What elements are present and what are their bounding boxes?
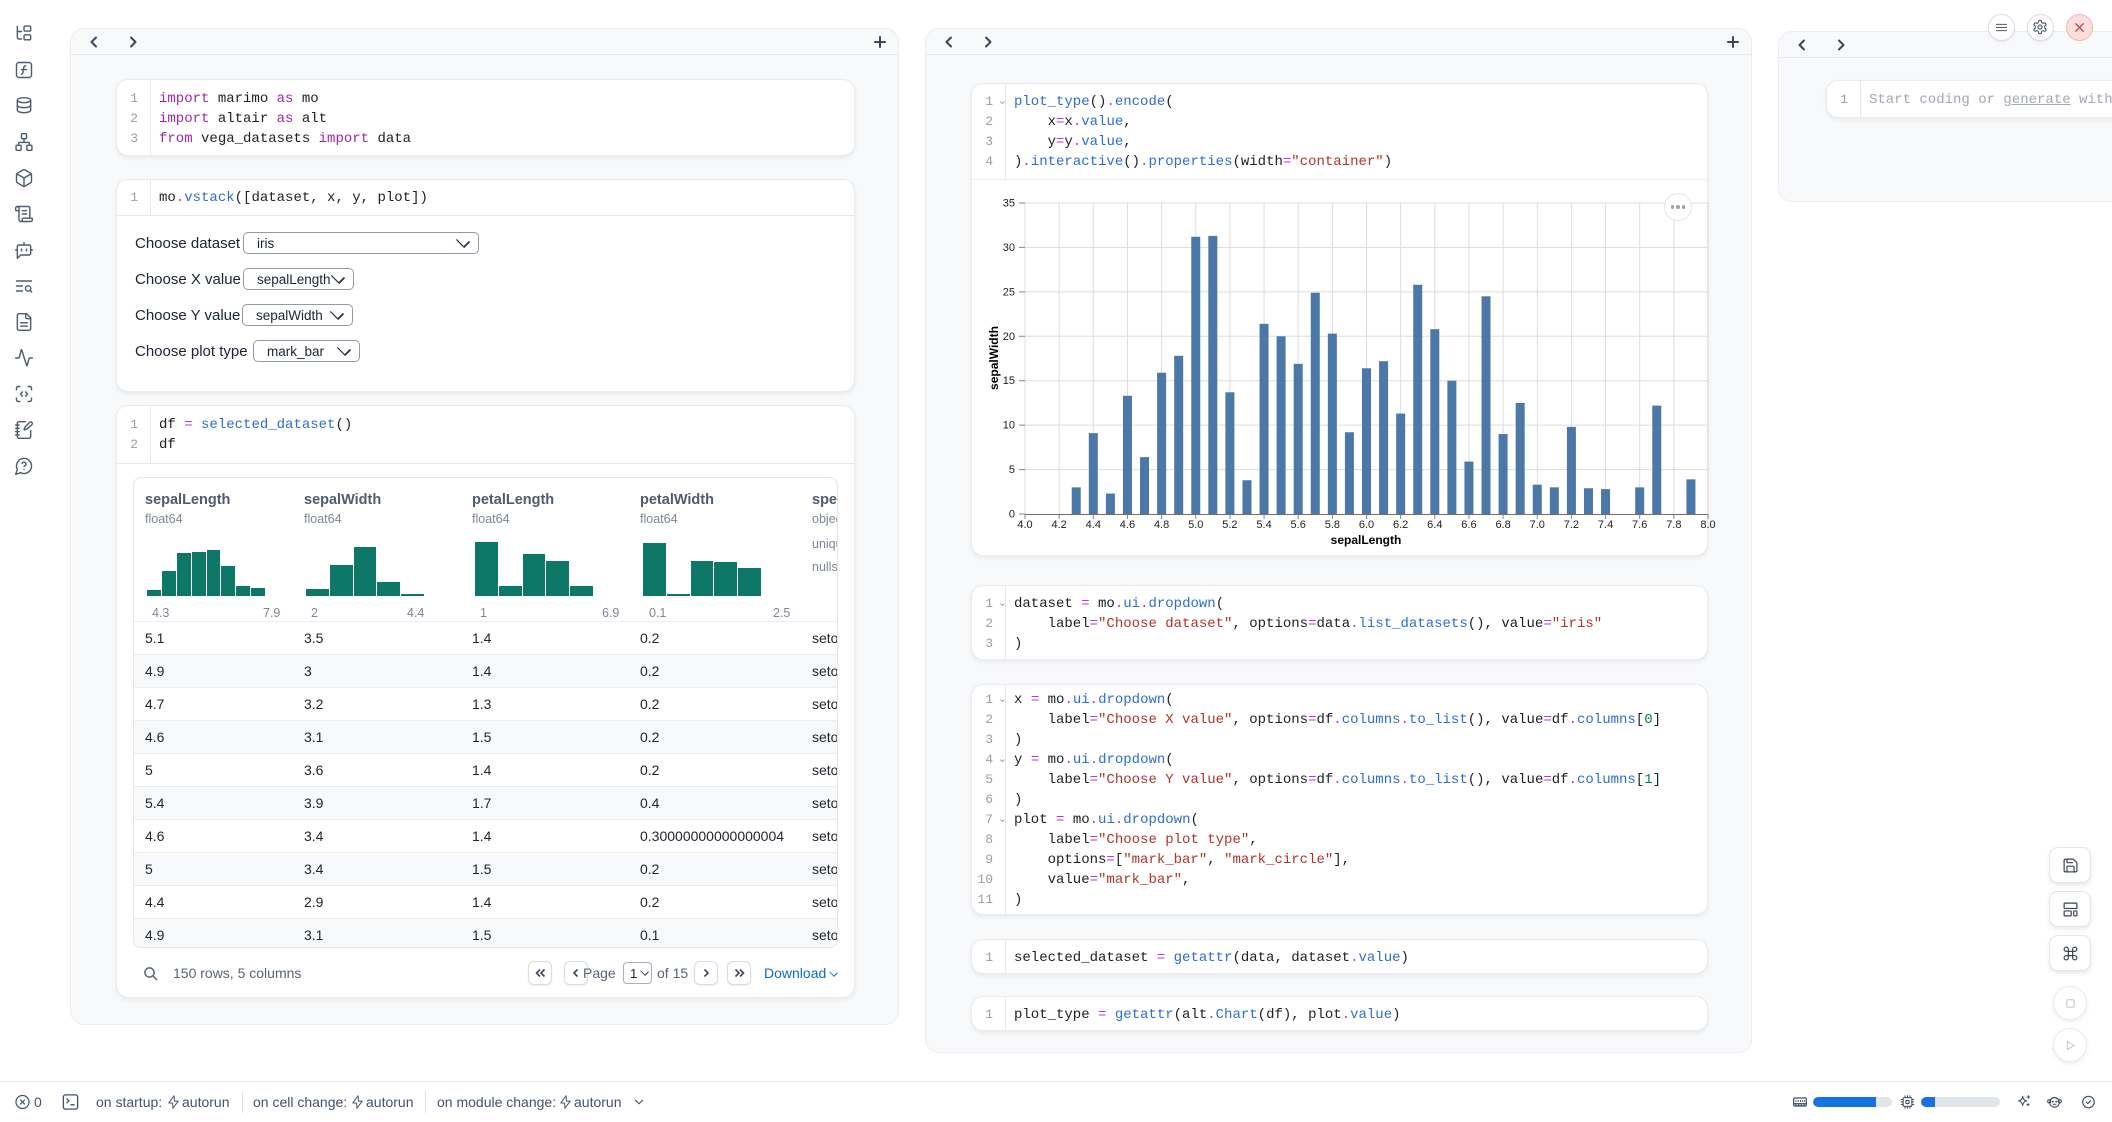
svg-text:6.0: 6.0 (1359, 519, 1374, 531)
svg-text:0: 0 (1009, 509, 1015, 521)
svg-text:5.6: 5.6 (1291, 519, 1306, 531)
svg-text:5: 5 (1009, 464, 1015, 476)
svg-text:30: 30 (1003, 242, 1015, 254)
svg-text:5.0: 5.0 (1188, 519, 1203, 531)
svg-text:35: 35 (1003, 198, 1015, 210)
svg-text:4.0: 4.0 (1017, 519, 1032, 531)
svg-text:4.2: 4.2 (1052, 519, 1067, 531)
svg-text:8.0: 8.0 (1700, 519, 1715, 531)
svg-text:sepalLength: sepalLength (1331, 533, 1402, 547)
svg-text:5.2: 5.2 (1222, 519, 1237, 531)
svg-text:5.4: 5.4 (1256, 519, 1271, 531)
svg-text:7.0: 7.0 (1530, 519, 1545, 531)
svg-text:6.8: 6.8 (1495, 519, 1510, 531)
svg-text:5.8: 5.8 (1325, 519, 1340, 531)
svg-text:25: 25 (1003, 286, 1015, 298)
svg-text:4.6: 4.6 (1120, 519, 1135, 531)
svg-text:6.2: 6.2 (1393, 519, 1408, 531)
svg-text:7.2: 7.2 (1564, 519, 1579, 531)
svg-text:6.6: 6.6 (1461, 519, 1476, 531)
svg-text:6.4: 6.4 (1427, 519, 1442, 531)
svg-text:4.4: 4.4 (1086, 519, 1101, 531)
svg-text:20: 20 (1003, 331, 1015, 343)
svg-text:7.6: 7.6 (1632, 519, 1647, 531)
svg-text:7.4: 7.4 (1598, 519, 1613, 531)
svg-text:4.8: 4.8 (1154, 519, 1169, 531)
svg-text:7.8: 7.8 (1666, 519, 1681, 531)
svg-text:10: 10 (1003, 420, 1015, 432)
svg-text:15: 15 (1003, 375, 1015, 387)
svg-text:sepalWidth: sepalWidth (987, 326, 1001, 390)
